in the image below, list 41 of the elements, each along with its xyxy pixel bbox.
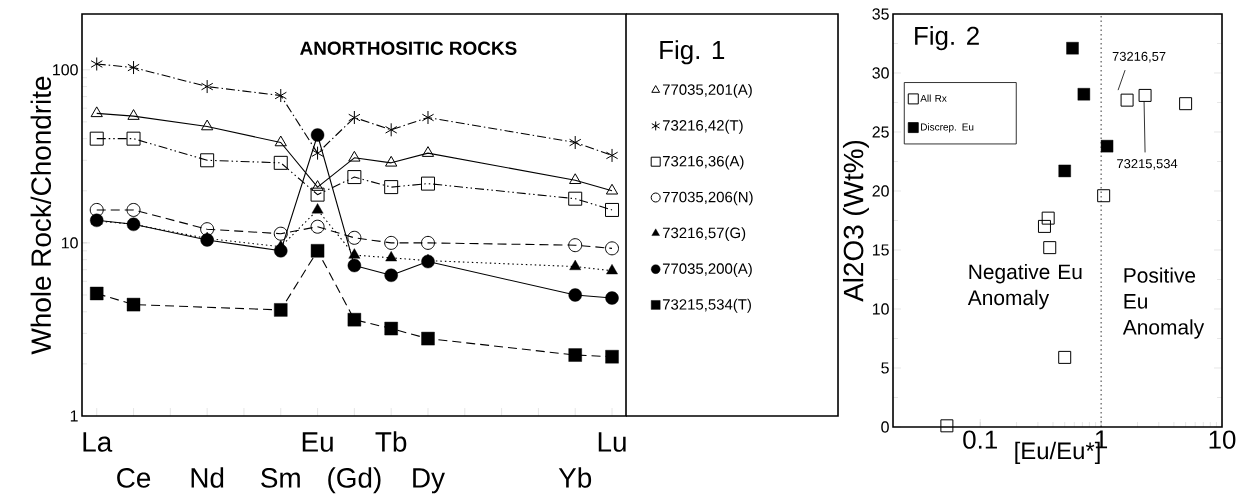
legend-label: 73216,36(A)	[662, 155, 744, 170]
legend-label: 73215,534(T)	[662, 298, 751, 313]
x-tick-label: 0.1	[963, 430, 997, 449]
x-tick-label: Ce	[117, 468, 151, 488]
x-tick-label: Lu	[598, 432, 626, 452]
x-tick-label: Dy	[413, 468, 445, 494]
y-tick-label: 15	[872, 244, 889, 256]
y-axis-title: Al2O3 (Wt%)	[842, 140, 869, 302]
legend-title: Fig. 1	[660, 40, 725, 65]
annotation: Positive Eu Anomaly	[1122, 267, 1205, 339]
y-axis-title: Whole Rock/Chondrite	[30, 76, 52, 355]
legend-label: Discrep. Eu	[921, 123, 974, 133]
x-tick-label: 10	[1209, 430, 1236, 449]
y-tick-label: 100	[53, 64, 78, 76]
y-tick-label: 35	[872, 8, 889, 20]
legend-label: 77035,200(A)	[662, 262, 752, 277]
legend-label: 77035,206(N)	[662, 191, 753, 206]
x-tick-label: Sm	[261, 468, 300, 488]
legend-label: 73216,42(T)	[662, 119, 743, 134]
annotation: Negative Eu Anomaly	[967, 263, 1082, 310]
y-tick-label: 10	[61, 237, 78, 249]
x-tick-label: La	[83, 432, 113, 452]
legend-label: 73216,57(G)	[662, 227, 746, 242]
text: ANORTHOSITIC ROCKS	[300, 41, 517, 55]
y-tick-label: 30	[872, 67, 889, 79]
y-tick-label: 20	[872, 185, 889, 197]
x-tick-label: Nd	[191, 467, 224, 488]
y-tick-label: 10	[872, 303, 889, 315]
legend-label: All Rx	[920, 94, 947, 102]
y-tick-label: 5	[881, 362, 889, 374]
x-tick-label: Tb	[375, 431, 407, 452]
legend-label: 77035,201(A)	[662, 83, 752, 98]
y-tick-label: 0	[881, 421, 889, 433]
y-tick-label: 1	[70, 410, 78, 422]
chart-title: Fig. 2	[915, 26, 979, 51]
x-tick-label: (Gd)	[328, 467, 381, 494]
annotation: 73216,57	[1112, 51, 1166, 63]
x-tick-label: Eu	[302, 432, 333, 452]
y-tick-label: 25	[872, 126, 889, 138]
x-tick-label: Yb	[558, 467, 592, 488]
annotation: 73215,534	[1117, 159, 1178, 170]
